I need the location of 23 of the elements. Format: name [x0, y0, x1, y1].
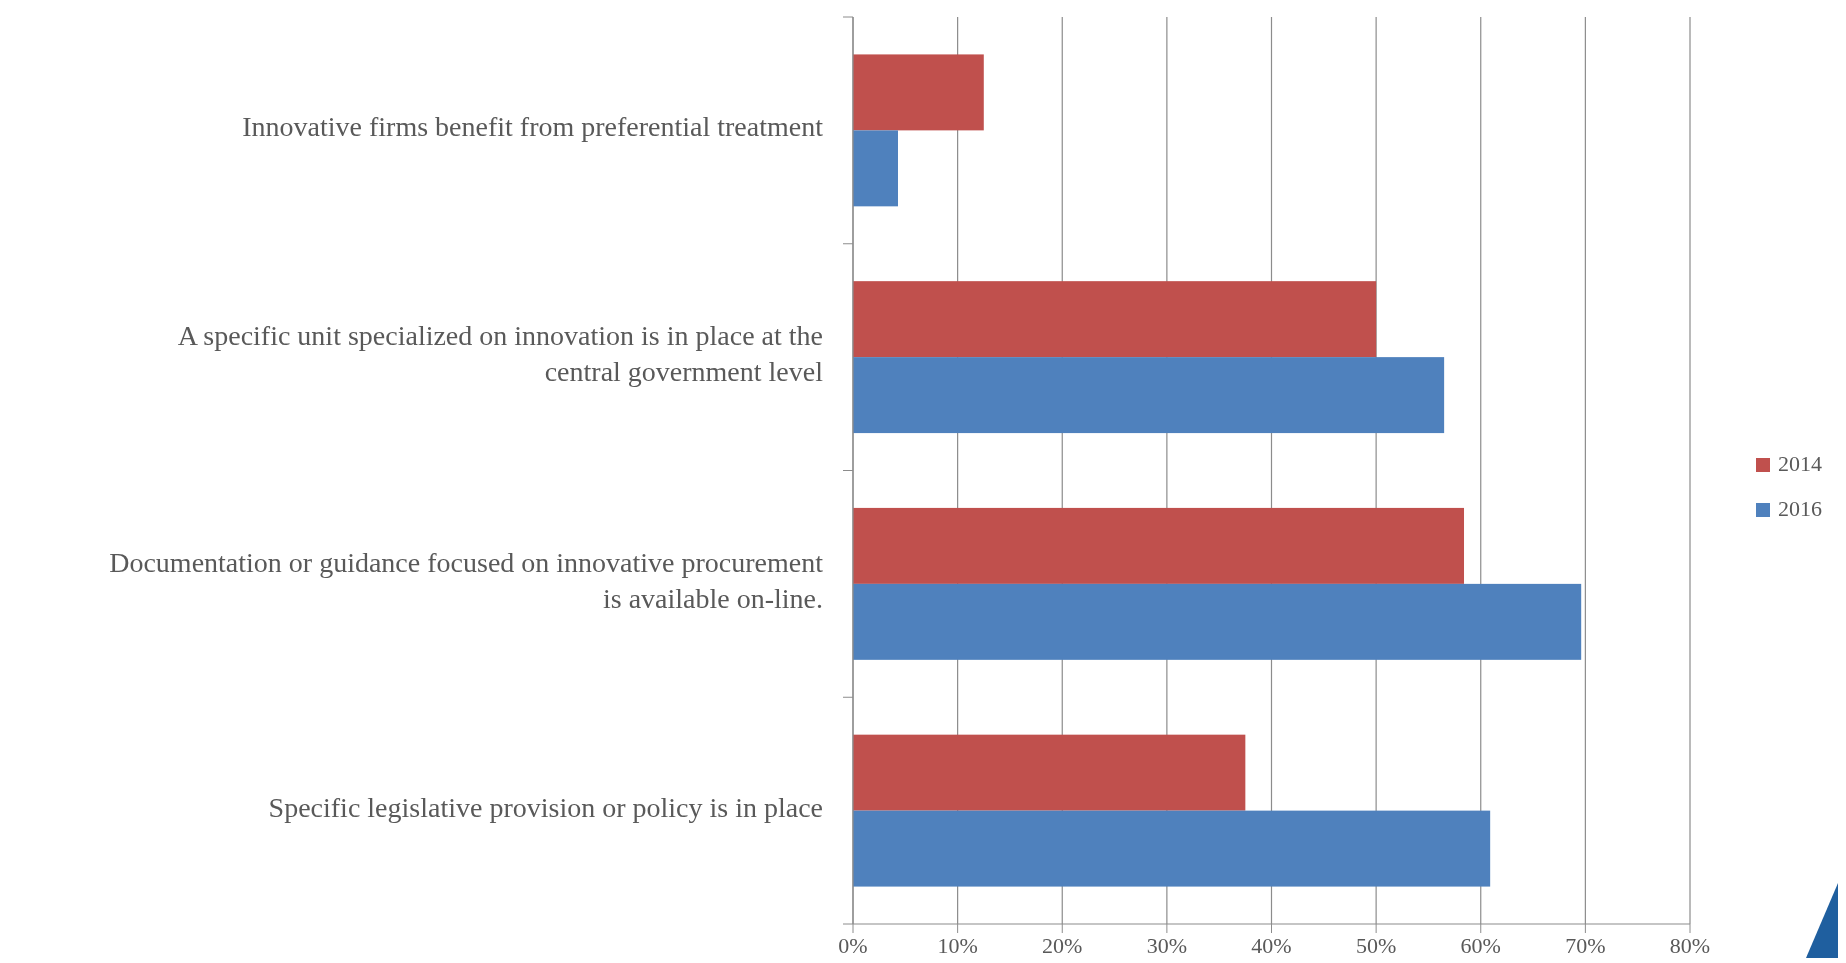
x-tick-label: 40%: [1251, 933, 1292, 958]
bar: [853, 507, 1465, 584]
y-tick-label: Documentation or guidance focused on innovative procurement is available on-line.: [109, 547, 824, 615]
x-tick-label: 10%: [937, 933, 978, 958]
bar: [853, 130, 898, 207]
bar: [853, 281, 1377, 358]
x-tick-label: 30%: [1146, 933, 1188, 958]
x-tick-label: 60%: [1460, 933, 1501, 958]
bar: [853, 734, 1246, 811]
x-tick-label: 80%: [1669, 933, 1711, 958]
legend-label: 2014: [1778, 451, 1822, 477]
legend-label: 2016: [1778, 496, 1822, 522]
bar: [853, 54, 984, 131]
bar: [853, 583, 1582, 660]
x-tick-label: 50%: [1355, 933, 1397, 958]
y-tick-label: Innovative firms benefit from preferential treatment: [242, 111, 824, 143]
x-tick-label: 70%: [1565, 933, 1606, 958]
x-tick-label: 20%: [1042, 933, 1083, 958]
bar: [853, 810, 1491, 887]
y-tick-label: A specific unit specialized on innovation is in place at the central government level: [177, 320, 824, 388]
x-tick-label: 0%: [838, 933, 868, 958]
y-tick-label: Specific legislative provision or policy is in place: [268, 792, 823, 824]
bar: [853, 357, 1445, 434]
